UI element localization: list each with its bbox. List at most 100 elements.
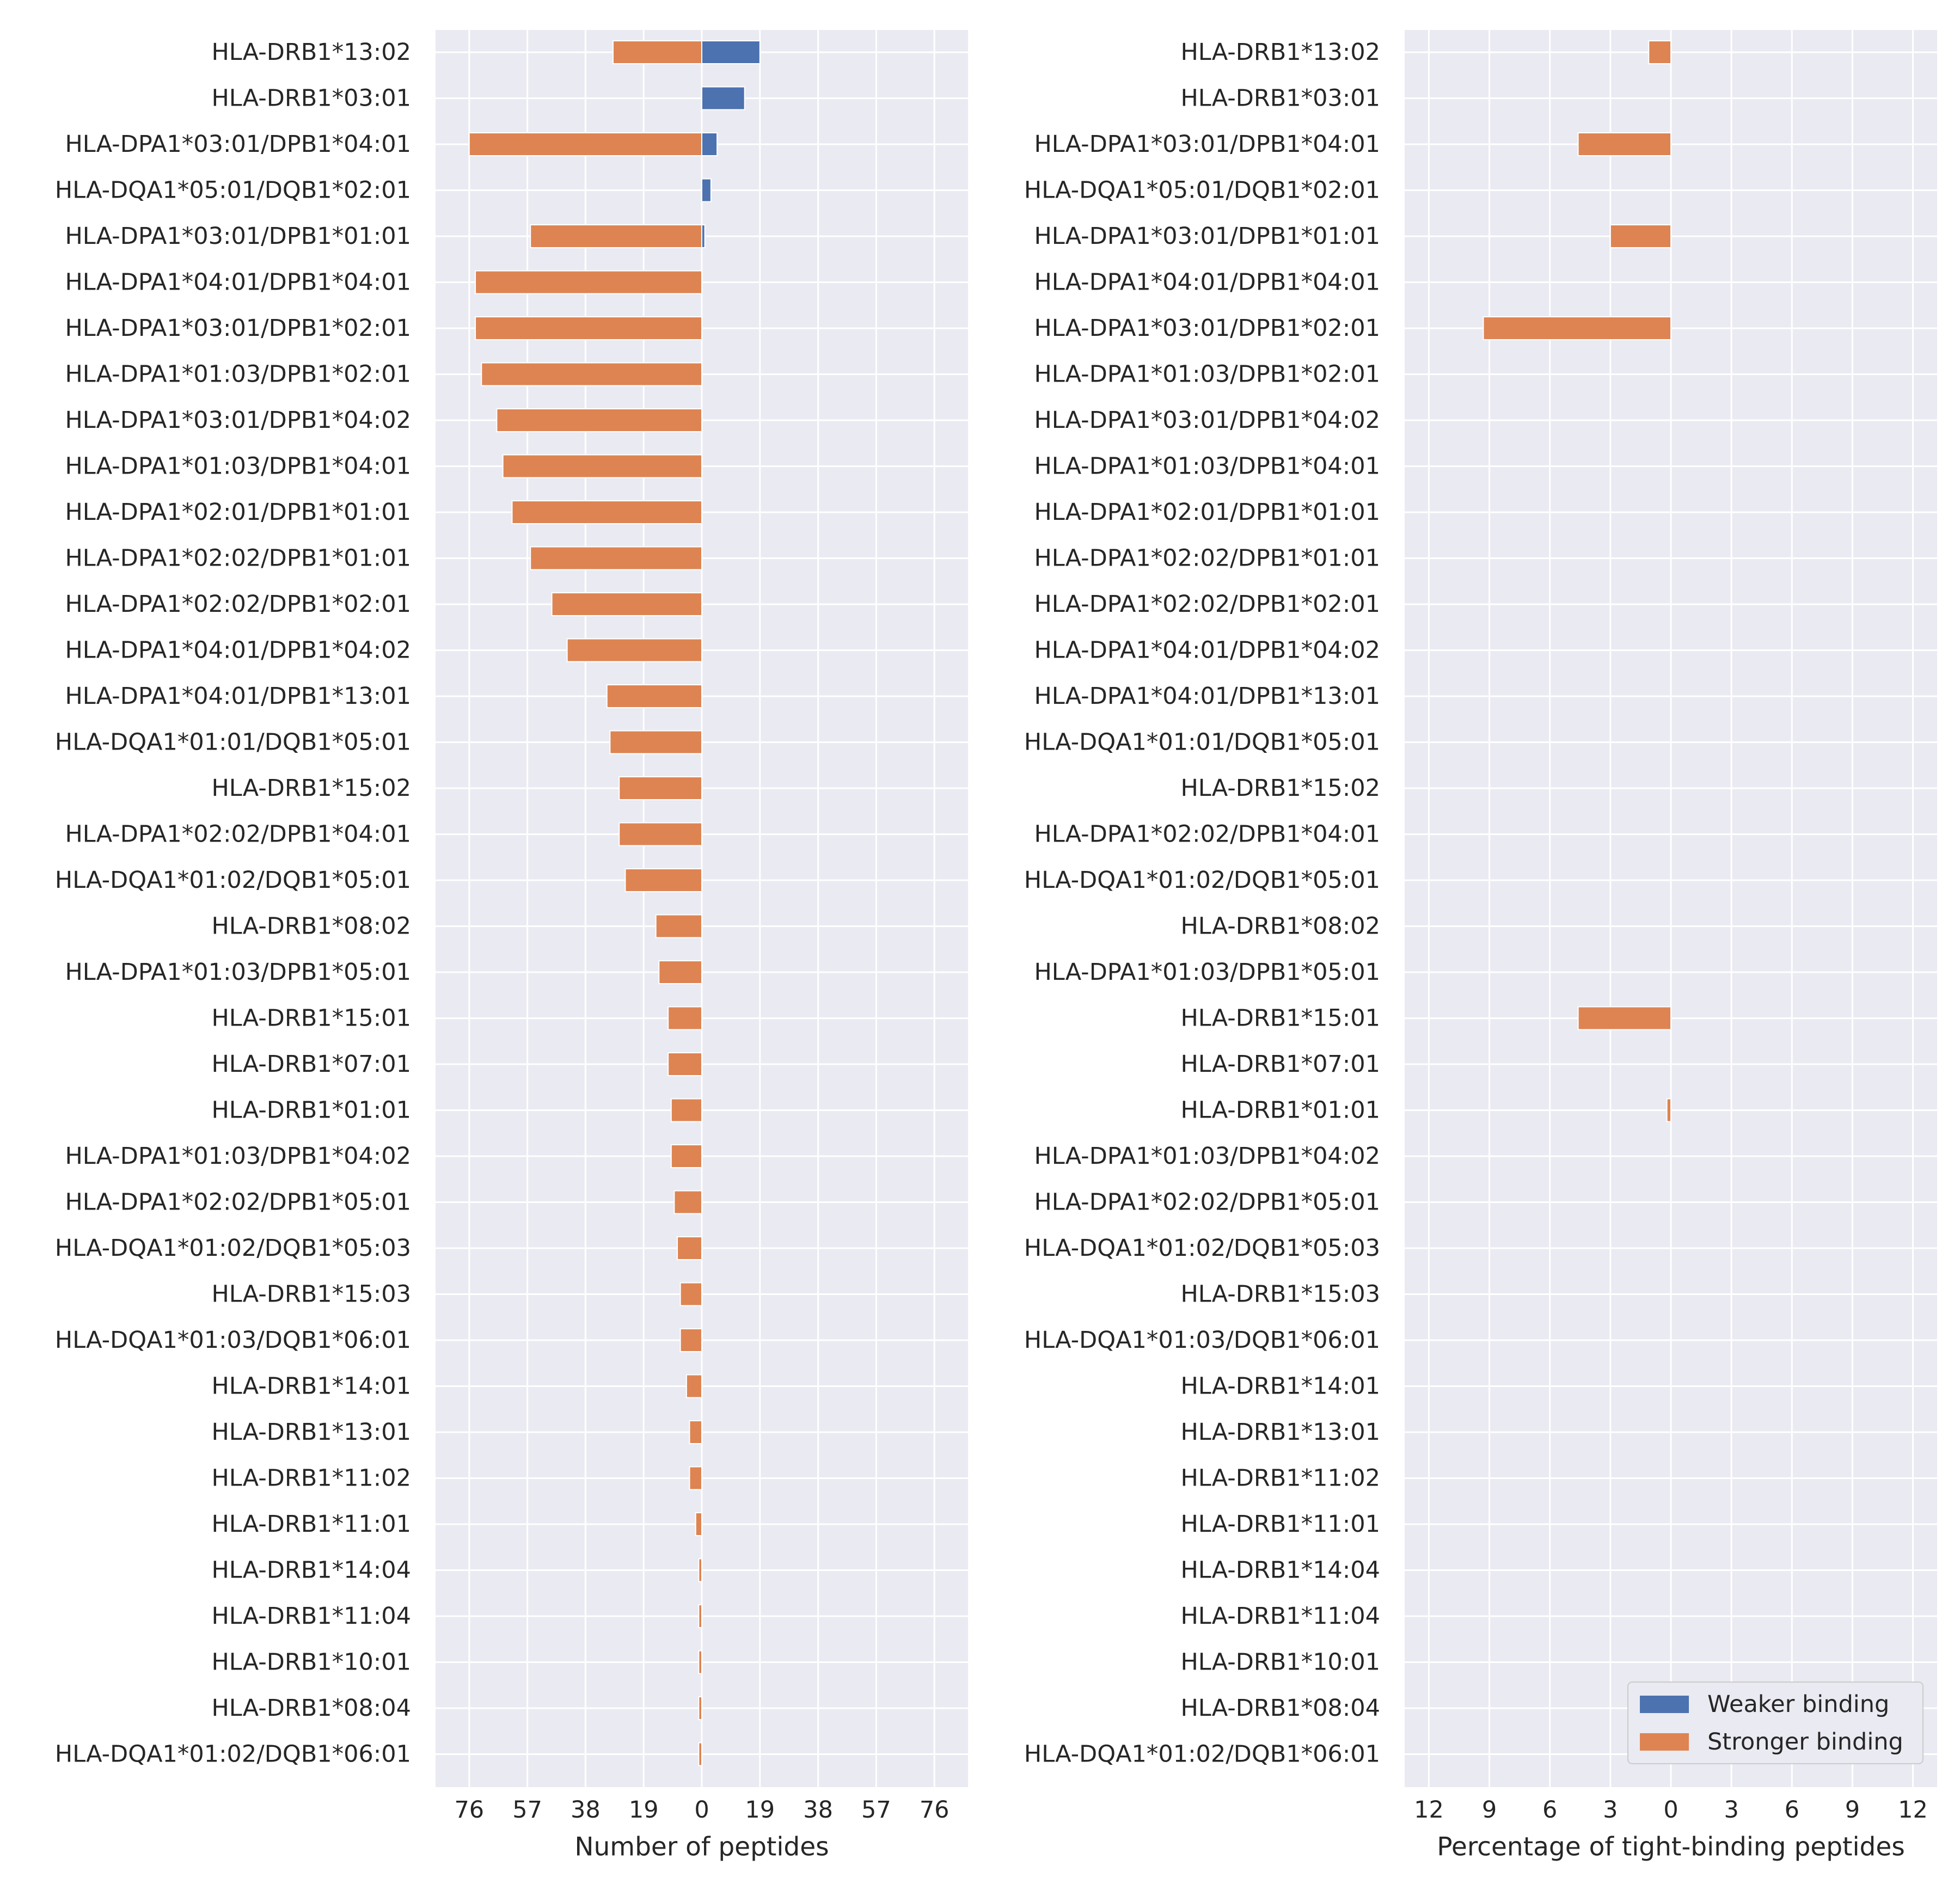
bar-stronger-binding: [606, 684, 703, 708]
y-tick-label: HLA-DPA1*01:03/DPB1*02:01: [1034, 361, 1380, 388]
y-tick-label: HLA-DRB1*08:04: [1180, 1695, 1380, 1722]
bar-stronger-binding: [502, 454, 702, 478]
y-tick-label: HLA-DPA1*03:01/DPB1*04:01: [1034, 131, 1380, 158]
bar-stronger-binding: [475, 316, 702, 340]
y-tick-label: HLA-DPA1*04:01/DPB1*04:02: [65, 637, 411, 664]
y-tick-label: HLA-DRB1*10:01: [1180, 1649, 1380, 1676]
x-axis-label: Number of peptides: [574, 1832, 829, 1862]
y-tick-label: HLA-DPA1*01:03/DPB1*04:02: [65, 1143, 411, 1170]
bar-stronger-binding: [689, 1466, 702, 1490]
y-tick-label: HLA-DPA1*01:03/DPB1*04:01: [1034, 453, 1380, 480]
y-tick-label: HLA-DRB1*11:02: [1180, 1465, 1380, 1492]
y-tick-label: HLA-DRB1*13:01: [211, 1419, 411, 1446]
x-tick-label: 3: [1603, 1796, 1618, 1824]
x-tick-label: 6: [1785, 1796, 1799, 1824]
y-tick-label: HLA-DRB1*14:01: [1180, 1373, 1380, 1400]
y-tick-label: HLA-DQA1*01:03/DQB1*06:01: [55, 1327, 411, 1354]
y-tick-label: HLA-DRB1*03:01: [211, 85, 411, 112]
bar-stronger-binding: [670, 1144, 702, 1168]
y-tick-label: HLA-DPA1*03:01/DPB1*01:01: [65, 223, 411, 250]
bar-stronger-binding: [566, 638, 703, 662]
bar-stronger-binding: [1483, 316, 1672, 340]
y-tick-label: HLA-DPA1*03:01/DPB1*04:01: [65, 131, 411, 158]
legend-frame: [1627, 1681, 1924, 1764]
y-tick-label: HLA-DRB1*07:01: [211, 1051, 411, 1078]
y-tick-label: HLA-DRB1*11:01: [211, 1511, 411, 1538]
bar-stronger-binding: [551, 592, 702, 616]
y-tick-label: HLA-DQA1*01:02/DQB1*05:03: [1024, 1235, 1380, 1262]
bar-stronger-binding: [624, 868, 703, 892]
bar-stronger-binding: [677, 1236, 702, 1260]
bar-stronger-binding: [1577, 132, 1671, 156]
bar-stronger-binding: [667, 1052, 702, 1076]
y-tick-label: HLA-DPA1*02:01/DPB1*01:01: [65, 499, 411, 526]
bar-stronger-binding: [468, 132, 702, 156]
y-tick-label: HLA-DPA1*03:01/DPB1*02:01: [65, 315, 411, 342]
legend: Weaker binding Stronger binding: [1627, 1681, 1924, 1764]
bar-weaker-binding: [701, 86, 745, 111]
y-tick-label: HLA-DRB1*08:02: [1180, 913, 1380, 940]
y-tick-label: HLA-DRB1*11:04: [211, 1603, 411, 1630]
x-tick-label: 38: [803, 1796, 833, 1824]
y-tick-label: HLA-DRB1*08:02: [211, 913, 411, 940]
y-tick-label: HLA-DPA1*02:02/DPB1*05:01: [65, 1189, 411, 1216]
y-tick-label: HLA-DPA1*03:01/DPB1*04:02: [65, 407, 411, 434]
legend-label-stronger: Stronger binding: [1707, 1728, 1903, 1756]
y-tick-label: HLA-DPA1*01:03/DPB1*04:01: [65, 453, 411, 480]
x-tick-label: 3: [1724, 1796, 1738, 1824]
y-tick-label: HLA-DRB1*14:04: [211, 1557, 411, 1584]
y-tick-label: HLA-DRB1*13:02: [1180, 39, 1380, 66]
x-tick-label: 9: [1845, 1796, 1860, 1824]
left-chart-panel: 76 57 38 19 0 19 38 57 76 HLA-DRB1*13:02 HLA-DRB1*…: [55, 30, 968, 1862]
bar-stronger-binding: [618, 776, 702, 800]
y-tick-label: HLA-DRB1*01:01: [1180, 1097, 1380, 1124]
y-tick-label: HLA-DQA1*01:02/DQB1*05:03: [55, 1235, 411, 1262]
x-tick-label: 12: [1414, 1796, 1444, 1824]
y-tick-label: HLA-DPA1*02:02/DPB1*05:01: [1034, 1189, 1380, 1216]
bar-weaker-binding: [701, 132, 718, 156]
y-tick-label: HLA-DPA1*04:01/DPB1*04:01: [1034, 269, 1380, 296]
y-tick-label: HLA-DPA1*02:02/DPB1*01:01: [65, 545, 411, 572]
bar-stronger-binding: [698, 1650, 702, 1674]
x-tick-label: 12: [1898, 1796, 1928, 1824]
y-tick-label: HLA-DQA1*01:02/DQB1*05:01: [55, 867, 411, 894]
legend-swatch-stronger: [1640, 1733, 1689, 1751]
bar-stronger-binding: [511, 500, 702, 524]
bar-stronger-binding: [698, 1558, 702, 1582]
bar-stronger-binding: [658, 960, 702, 984]
bar-stronger-binding: [1577, 1006, 1671, 1030]
bar-stronger-binding: [698, 1696, 702, 1720]
y-tick-label: HLA-DRB1*11:01: [1180, 1511, 1380, 1538]
legend-swatch-weaker: [1640, 1696, 1689, 1713]
y-tick-label: HLA-DPA1*02:02/DPB1*02:01: [1034, 591, 1380, 618]
y-tick-label: HLA-DRB1*14:04: [1180, 1557, 1380, 1584]
bar-stronger-binding: [689, 1420, 702, 1444]
x-tick-label: 19: [745, 1796, 775, 1824]
y-tick-label: HLA-DRB1*11:04: [1180, 1603, 1380, 1630]
y-tick-label: HLA-DPA1*04:01/DPB1*13:01: [1034, 683, 1380, 710]
y-tick-label: HLA-DRB1*15:03: [1180, 1281, 1380, 1308]
y-tick-label: HLA-DRB1*15:03: [211, 1281, 411, 1308]
x-axis-label: Percentage of tight-binding peptides: [1437, 1832, 1905, 1862]
bar-stronger-binding: [667, 1006, 702, 1030]
y-tick-label: HLA-DPA1*02:01/DPB1*01:01: [1034, 499, 1380, 526]
bar-stronger-binding: [685, 1374, 703, 1398]
y-tick-label: HLA-DPA1*04:01/DPB1*04:02: [1034, 637, 1380, 664]
legend-label-weaker: Weaker binding: [1707, 1691, 1889, 1718]
bar-stronger-binding: [530, 224, 702, 248]
y-tick-label: HLA-DPA1*01:03/DPB1*02:01: [65, 361, 411, 388]
y-tick-label: HLA-DPA1*02:02/DPB1*02:01: [65, 591, 411, 618]
bar-stronger-binding: [530, 546, 702, 570]
bar-stronger-binding: [698, 1604, 702, 1628]
y-tick-label: HLA-DRB1*11:02: [211, 1465, 411, 1492]
bar-stronger-binding: [1609, 224, 1671, 248]
y-tick-label: HLA-DQA1*01:01/DQB1*05:01: [55, 729, 411, 756]
x-tick-label: 0: [1663, 1796, 1678, 1824]
x-tick-label: 9: [1482, 1796, 1497, 1824]
y-tick-label: HLA-DPA1*02:02/DPB1*04:01: [1034, 821, 1380, 848]
x-tick-label: 19: [629, 1796, 659, 1824]
x-tick-label: 57: [512, 1796, 542, 1824]
x-tick-label: 57: [861, 1796, 891, 1824]
bar-weaker-binding: [701, 40, 761, 64]
y-tick-label: HLA-DPA1*04:01/DPB1*04:01: [65, 269, 411, 296]
